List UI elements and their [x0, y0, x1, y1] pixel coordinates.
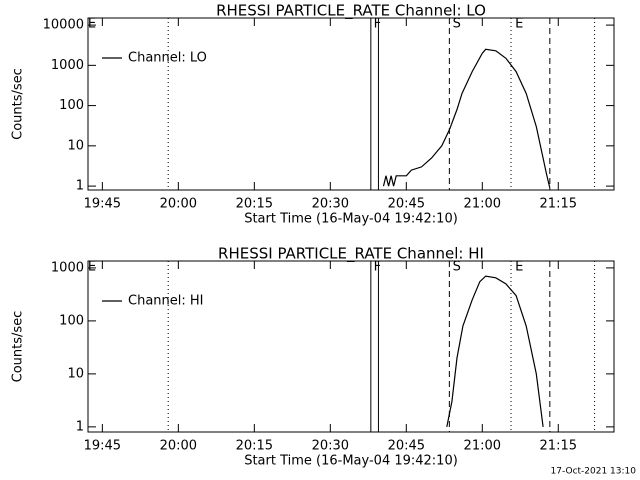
y-tick-label: 1 [76, 419, 84, 434]
data-line [446, 275, 544, 428]
x-tick-label: 20:30 [312, 439, 349, 454]
y-axis-label: Counts/sec [11, 311, 26, 383]
legend-label: Channel: LO [128, 51, 207, 66]
x-tick-label: 21:00 [464, 197, 501, 212]
y-tick-label: 100 [59, 313, 84, 328]
event-marker: S [453, 260, 461, 275]
y-tick-label: 1000 [51, 58, 84, 73]
chart-title: RHESSI PARTICLE_RATE Channel: HI [218, 245, 484, 264]
chart-title: RHESSI PARTICLE_RATE Channel: LO [216, 2, 486, 21]
x-tick-label: 21:15 [540, 197, 577, 212]
x-tick-label: 20:45 [388, 439, 425, 454]
x-axis-label: Start Time (16-May-04 19:42:10) [244, 454, 458, 469]
x-tick-label: 19:45 [84, 197, 121, 212]
axes-frame [87, 260, 615, 433]
x-axis-label: Start Time (16-May-04 19:42:10) [244, 212, 458, 227]
x-tick-label: 20:00 [160, 197, 197, 212]
data-line [382, 48, 551, 189]
axes-frame [87, 17, 615, 191]
plot-area [446, 275, 544, 428]
y-tick-label: 1 [76, 179, 84, 194]
x-tick-label: 20:15 [236, 439, 273, 454]
x-tick-label: 20:30 [312, 197, 349, 212]
y-tick-label: 1000 [51, 260, 84, 275]
x-tick-label: 19:45 [84, 439, 121, 454]
event-marker: S [453, 17, 461, 32]
event-marker: F [374, 260, 381, 275]
footer-timestamp: 17-Oct-2021 13:10 [551, 467, 637, 477]
event-marker: E [515, 17, 523, 32]
y-tick-label: 10 [67, 366, 84, 381]
y-tick-label: 10000 [43, 18, 84, 33]
legend-label: Channel: HI [128, 294, 204, 309]
y-tick-label: 100 [59, 98, 84, 113]
x-tick-label: 21:15 [540, 439, 577, 454]
y-tick-label: 10 [67, 138, 84, 153]
x-tick-label: 20:15 [236, 197, 273, 212]
event-marker: E [515, 260, 523, 275]
event-marker: E [88, 17, 96, 32]
event-marker: F [374, 17, 381, 32]
x-tick-label: 21:00 [464, 439, 501, 454]
x-tick-label: 20:00 [160, 439, 197, 454]
plot-area [382, 48, 551, 189]
event-marker: E [88, 260, 96, 275]
x-tick-label: 20:45 [388, 197, 425, 212]
y-axis-label: Counts/sec [11, 68, 26, 140]
